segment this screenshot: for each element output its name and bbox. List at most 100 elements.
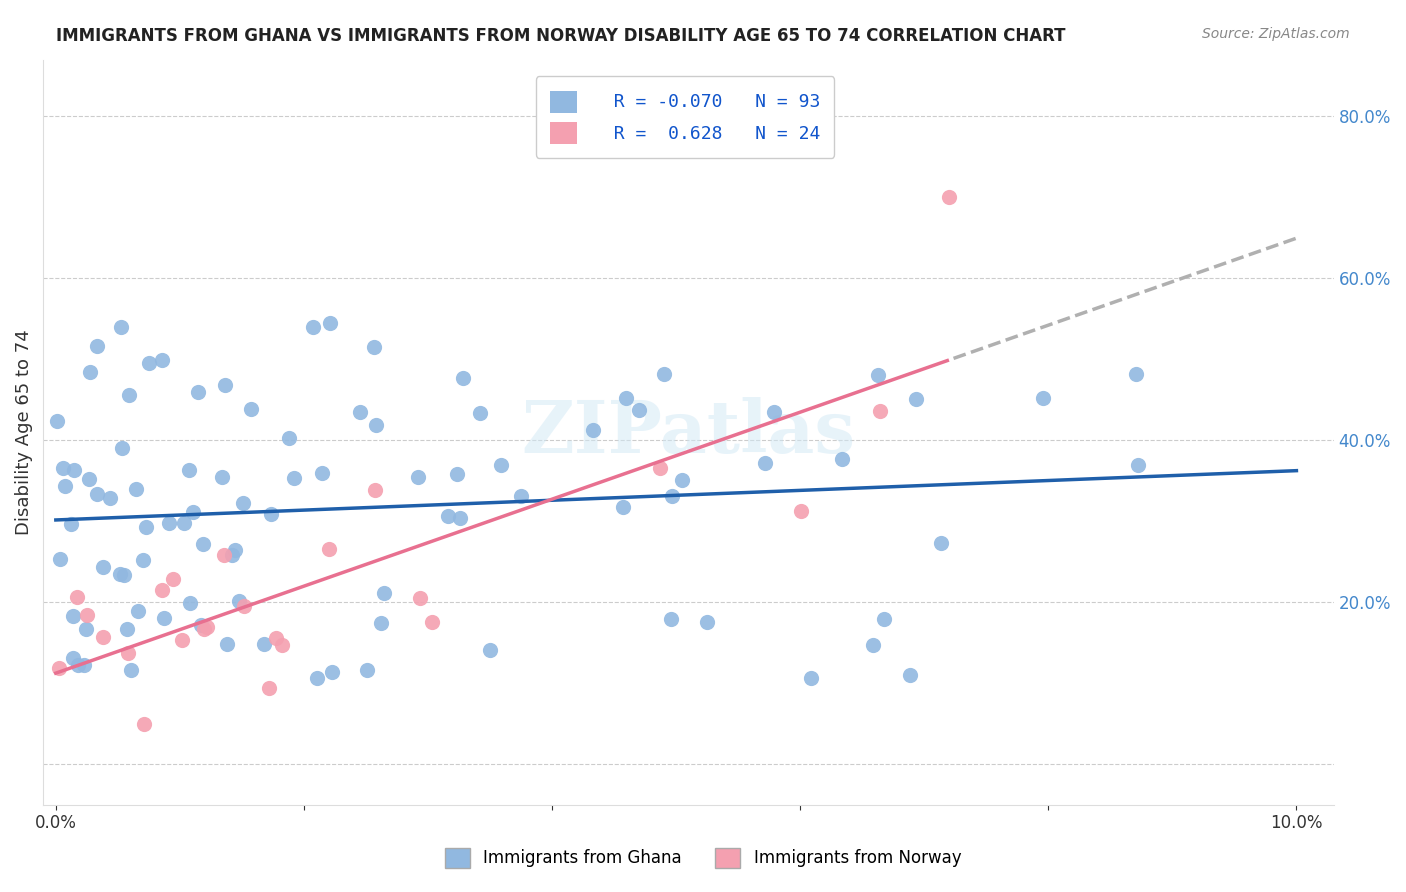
Point xyxy=(319,316,342,330)
Point xyxy=(754,456,776,470)
Point xyxy=(48,552,70,566)
Point xyxy=(181,505,204,519)
Point xyxy=(118,387,141,401)
Point xyxy=(170,632,193,647)
Point xyxy=(67,658,90,673)
Point xyxy=(212,548,235,562)
Text: ZIPatlas: ZIPatlas xyxy=(522,397,856,467)
Point xyxy=(117,623,139,637)
Point xyxy=(190,618,212,632)
Point xyxy=(318,542,340,557)
Point xyxy=(132,716,155,731)
Point xyxy=(612,500,634,514)
Point xyxy=(120,663,142,677)
Point xyxy=(478,643,501,657)
Legend:   R = -0.070   N = 93,   R =  0.628   N = 24: R = -0.070 N = 93, R = 0.628 N = 24 xyxy=(536,76,834,158)
Point xyxy=(108,566,131,581)
Point xyxy=(938,190,960,204)
Point xyxy=(260,507,283,521)
Point xyxy=(135,520,157,534)
Point xyxy=(370,615,392,630)
Point xyxy=(437,509,460,524)
Point xyxy=(125,482,148,496)
Point xyxy=(110,319,132,334)
Point xyxy=(63,463,86,477)
Point xyxy=(193,537,215,551)
Point xyxy=(356,663,378,677)
Point xyxy=(616,391,638,405)
Point xyxy=(211,470,233,484)
Point xyxy=(671,473,693,487)
Point xyxy=(696,615,718,629)
Point xyxy=(86,339,108,353)
Point xyxy=(373,585,395,599)
Point xyxy=(349,405,371,419)
Point xyxy=(132,553,155,567)
Point xyxy=(271,638,294,652)
Point xyxy=(240,401,263,416)
Point xyxy=(76,608,98,623)
Point xyxy=(489,458,512,472)
Point xyxy=(73,657,96,672)
Point xyxy=(138,356,160,370)
Point xyxy=(905,392,928,406)
Point xyxy=(302,320,325,334)
Point xyxy=(862,638,884,652)
Point xyxy=(233,599,256,614)
Point xyxy=(157,516,180,530)
Point xyxy=(75,622,97,636)
Point xyxy=(311,466,333,480)
Point xyxy=(307,671,329,685)
Point xyxy=(86,487,108,501)
Point xyxy=(364,483,387,497)
Point xyxy=(321,665,343,679)
Point xyxy=(193,622,215,636)
Point xyxy=(52,461,75,475)
Legend: Immigrants from Ghana, Immigrants from Norway: Immigrants from Ghana, Immigrants from N… xyxy=(439,841,967,875)
Point xyxy=(62,609,84,624)
Point xyxy=(831,451,853,466)
Point xyxy=(364,417,387,432)
Point xyxy=(62,651,84,665)
Point xyxy=(214,377,236,392)
Point xyxy=(406,469,429,483)
Y-axis label: Disability Age 65 to 74: Disability Age 65 to 74 xyxy=(15,329,32,535)
Point xyxy=(509,490,531,504)
Point xyxy=(652,367,675,381)
Point xyxy=(446,467,468,482)
Point xyxy=(79,471,101,485)
Point xyxy=(111,441,134,455)
Point xyxy=(91,560,114,574)
Point xyxy=(66,591,89,605)
Point xyxy=(866,368,889,383)
Point xyxy=(449,511,471,525)
Point xyxy=(898,668,921,682)
Point xyxy=(150,353,173,368)
Point xyxy=(46,414,69,428)
Point xyxy=(197,620,219,634)
Point xyxy=(228,593,250,607)
Point xyxy=(869,404,891,418)
Point xyxy=(117,646,139,660)
Point xyxy=(420,615,443,629)
Point xyxy=(800,671,823,685)
Point xyxy=(48,661,70,675)
Point xyxy=(929,536,952,550)
Text: IMMIGRANTS FROM GHANA VS IMMIGRANTS FROM NORWAY DISABILITY AGE 65 TO 74 CORRELAT: IMMIGRANTS FROM GHANA VS IMMIGRANTS FROM… xyxy=(56,27,1066,45)
Point xyxy=(179,597,201,611)
Point xyxy=(363,340,385,354)
Point xyxy=(224,543,246,558)
Point xyxy=(873,612,896,626)
Point xyxy=(215,637,238,651)
Point xyxy=(162,572,184,586)
Point xyxy=(409,591,432,605)
Point xyxy=(648,461,671,475)
Point xyxy=(451,370,474,384)
Point xyxy=(253,637,276,651)
Point xyxy=(150,583,173,598)
Point xyxy=(628,402,651,417)
Point xyxy=(187,384,209,399)
Point xyxy=(79,365,101,379)
Point xyxy=(283,471,305,485)
Point xyxy=(266,631,288,645)
